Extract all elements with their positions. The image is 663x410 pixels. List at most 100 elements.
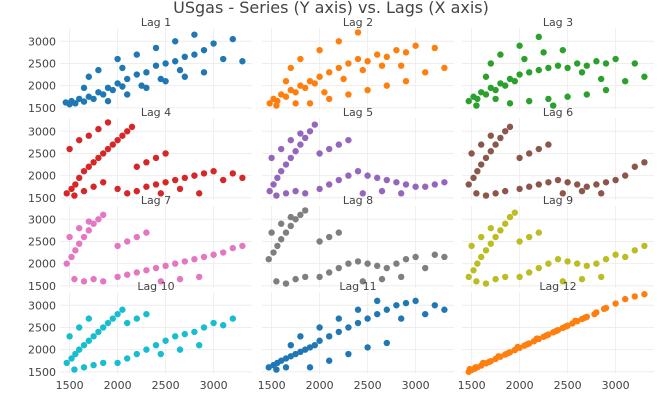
data-point [274, 242, 281, 250]
data-point [574, 60, 581, 67]
data-point [152, 154, 160, 162]
data-point [359, 66, 366, 74]
data-point [104, 319, 112, 327]
data-point [162, 60, 169, 67]
data-point [470, 267, 477, 274]
data-point [600, 305, 608, 313]
data-point [345, 91, 352, 98]
data-point [273, 102, 280, 109]
data-point [282, 229, 290, 236]
data-point [511, 209, 518, 216]
data-point [143, 69, 150, 76]
data-point [292, 350, 299, 358]
data-point [492, 86, 499, 94]
data-point [63, 190, 70, 197]
data-point [641, 73, 648, 80]
y-tick-label: 2500 [28, 321, 56, 334]
data-point [66, 333, 73, 340]
data-point [95, 89, 102, 96]
y-tick-label: 1500 [28, 366, 56, 379]
data-point [506, 123, 514, 131]
data-point [80, 84, 88, 92]
y-tick-label: 1500 [28, 280, 56, 293]
data-point [292, 89, 299, 96]
data-point [72, 181, 79, 188]
data-point [157, 350, 164, 358]
data-point [297, 141, 304, 148]
data-point [393, 179, 400, 186]
data-point [265, 364, 272, 371]
data-point [612, 55, 619, 63]
data-point [220, 55, 227, 63]
data-point [133, 315, 140, 322]
data-point [441, 306, 448, 313]
data-point [90, 220, 97, 227]
data-point [552, 327, 560, 335]
data-point [335, 264, 342, 272]
data-point [502, 220, 509, 227]
data-point [124, 319, 131, 327]
data-point [502, 82, 509, 89]
data-point [287, 222, 294, 230]
data-point [287, 136, 294, 144]
data-point [68, 355, 75, 362]
data-point [631, 293, 638, 300]
data-point [326, 95, 333, 103]
data-point [559, 46, 566, 54]
data-point [172, 333, 179, 340]
data-point [335, 141, 342, 148]
data-point [441, 253, 448, 261]
data-point [535, 181, 542, 188]
data-point [602, 179, 610, 186]
data-point [506, 213, 514, 221]
y-tick-label: 2500 [28, 57, 56, 70]
data-point [326, 269, 333, 276]
data-point [335, 176, 342, 184]
data-point [200, 324, 208, 331]
data-point [80, 233, 88, 241]
data-point [80, 278, 88, 285]
data-point [316, 46, 323, 54]
data-point [492, 141, 499, 148]
data-point [487, 224, 494, 232]
data-point [292, 187, 299, 195]
data-point [622, 172, 629, 179]
data-point [583, 262, 590, 270]
panel-2: Lag 2 [262, 16, 454, 110]
data-point [345, 60, 352, 67]
x-tick-label: 2500 [152, 379, 180, 392]
data-point [114, 273, 121, 281]
data-point [152, 62, 160, 69]
data-point [124, 128, 131, 135]
data-point [422, 183, 429, 190]
data-point [191, 31, 198, 38]
data-point [602, 255, 610, 263]
data-point [492, 233, 499, 241]
data-point [133, 163, 140, 170]
data-point [612, 300, 619, 307]
data-point [478, 141, 485, 148]
data-point [326, 357, 333, 364]
x-tick-label: 2000 [306, 379, 334, 392]
data-point [95, 328, 102, 336]
y-tick-label: 2000 [28, 170, 56, 183]
panel-8: Lag 8 [262, 194, 454, 288]
data-point [297, 130, 304, 137]
data-point [402, 77, 410, 85]
data-point [210, 319, 217, 327]
data-point [100, 179, 107, 186]
data-point [316, 238, 323, 245]
data-point [80, 341, 88, 349]
data-point [143, 346, 150, 353]
data-point [133, 187, 140, 195]
data-point [402, 49, 410, 56]
data-point [316, 324, 323, 331]
data-point [482, 247, 490, 254]
data-point [157, 278, 164, 285]
data-point [220, 176, 227, 184]
data-point [172, 38, 179, 45]
data-point [495, 353, 502, 360]
data-point [583, 183, 590, 190]
data-point [612, 251, 619, 258]
data-point [497, 134, 504, 142]
